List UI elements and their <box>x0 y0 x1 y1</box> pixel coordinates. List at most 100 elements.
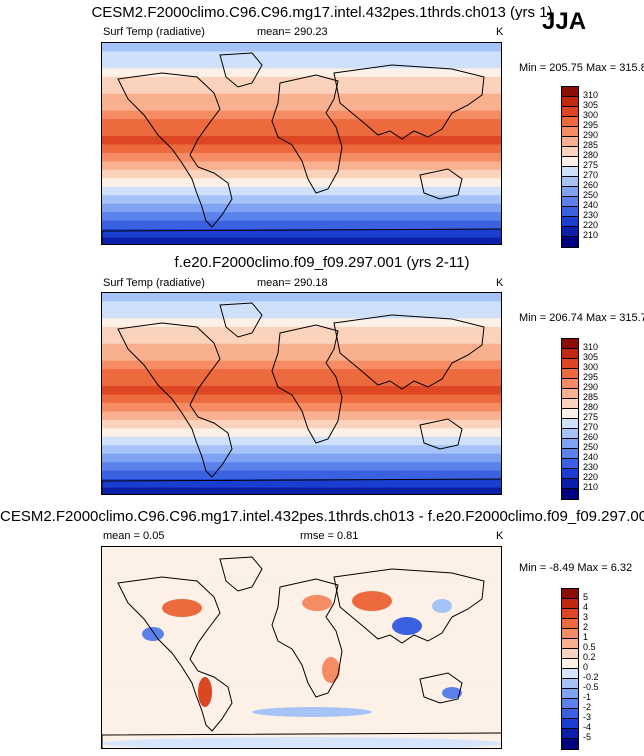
coastline <box>219 556 263 592</box>
colorbar-tick-label: 5 <box>583 592 589 602</box>
panel-1-units: K <box>496 26 504 38</box>
field-band <box>102 614 501 625</box>
field-band <box>102 169 501 180</box>
colorbar-tick-label: 240 <box>583 452 599 462</box>
field-band <box>102 43 501 53</box>
field-band <box>102 606 501 616</box>
field-band <box>102 386 501 396</box>
field-band <box>102 85 501 95</box>
coastline <box>419 418 463 450</box>
colorbar-tick-label: -3 <box>583 712 592 722</box>
colorbar-tick-label: 305 <box>583 352 599 362</box>
panel-1-colorbar: 310 305 300 295 290 285 280 275 270 260 250 240 230 2… <box>561 86 598 248</box>
colorbar-tick-label: 240 <box>583 200 599 210</box>
colorbar-cell <box>562 609 578 619</box>
colorbar-cell <box>562 207 578 217</box>
field-band <box>102 110 501 121</box>
field-band <box>102 220 501 231</box>
colorbar-tick-label: -5 <box>583 732 592 742</box>
colorbar-tick-label: 300 <box>583 362 599 372</box>
panel-3-map <box>101 546 502 749</box>
field-band <box>102 318 501 328</box>
field-band <box>102 178 501 188</box>
coastline <box>117 322 233 478</box>
colorbar-tick-label: 0.2 <box>583 652 596 662</box>
colorbar-tick-label: -0.5 <box>583 682 599 692</box>
field-band <box>102 343 501 354</box>
colorbar-cell <box>562 409 578 419</box>
field-band <box>102 237 501 244</box>
colorbar-cell <box>562 419 578 429</box>
colorbar-cell <box>562 127 578 137</box>
coastline <box>271 324 343 444</box>
field-band <box>102 352 501 362</box>
panel-1-mean: mean= 290.23 <box>257 26 328 38</box>
panel-1-title: CESM2.F2000climo.C96.C96.mg17.intel.432p… <box>91 4 553 21</box>
field-band <box>102 572 501 582</box>
field-band <box>102 673 501 684</box>
colorbar-cell <box>562 369 578 379</box>
field-band <box>102 203 501 214</box>
colorbar-cell <box>562 489 578 499</box>
field-band <box>102 51 501 61</box>
colorbar-tick-label: 290 <box>583 130 599 140</box>
panel-2-map <box>101 292 502 495</box>
coastline <box>102 228 501 244</box>
colorbar-cell <box>562 679 578 689</box>
colorbar-cell <box>562 147 578 157</box>
field-band <box>102 479 501 489</box>
coastline <box>117 576 233 732</box>
anomaly-patch <box>198 677 212 707</box>
coastline <box>271 578 343 698</box>
colorbar-cell <box>562 389 578 399</box>
colorbar-cell <box>562 659 578 669</box>
field-band <box>102 428 501 438</box>
colorbar-tick-label: 300 <box>583 110 599 120</box>
colorbar-tick-label: 220 <box>583 472 599 482</box>
panel-2-minmax: Min = 206.74 Max = 315.72 <box>519 312 644 324</box>
field-band <box>102 136 501 146</box>
coastline <box>117 72 233 228</box>
panel-1-variable: Surf Temp (radiative) <box>103 26 205 38</box>
colorbar-tick-label: 310 <box>583 342 599 352</box>
field-band <box>102 377 501 388</box>
colorbar-tick-label: 305 <box>583 100 599 110</box>
field-band <box>102 690 501 701</box>
panel-3-mean: mean = 0.05 <box>103 530 165 542</box>
field-band <box>102 186 501 197</box>
field-band <box>102 144 501 154</box>
field-band <box>102 152 501 163</box>
colorbar-tick-label: 250 <box>583 442 599 452</box>
colorbar-cell <box>562 599 578 609</box>
colorbar-cell <box>562 719 578 729</box>
colorbar-cell <box>562 649 578 659</box>
field-band <box>102 445 501 455</box>
colorbar-tick-label: 285 <box>583 392 599 402</box>
field-band <box>102 453 501 464</box>
field-band <box>102 419 501 430</box>
colorbar-tick-label: 1 <box>583 632 589 642</box>
field-band <box>102 335 501 345</box>
season-label: JJA <box>542 8 587 35</box>
colorbar-cell <box>562 449 578 459</box>
field-band <box>102 563 501 574</box>
colorbar-tick-label: 285 <box>583 140 599 150</box>
colorbar-tick-label: 230 <box>583 462 599 472</box>
field-band <box>102 589 501 599</box>
colorbar-box <box>561 338 579 500</box>
colorbar-tick-label: -4 <box>583 722 592 732</box>
colorbar-tick-label: 0 <box>583 662 589 672</box>
anomaly-patch <box>102 737 501 748</box>
field-band <box>102 68 501 78</box>
anomaly-patch <box>322 657 340 683</box>
coastline <box>219 52 263 88</box>
colorbar-tick-label: 275 <box>583 412 599 422</box>
colorbar-cell <box>562 349 578 359</box>
colorbar-tick-label: 2 <box>583 622 589 632</box>
colorbar-tick-label: 210 <box>583 482 599 492</box>
field-band <box>102 648 501 658</box>
anomaly-patch <box>442 687 462 699</box>
colorbar-cell <box>562 379 578 389</box>
colorbar-cell <box>562 729 578 739</box>
anomaly-patch <box>352 591 392 611</box>
